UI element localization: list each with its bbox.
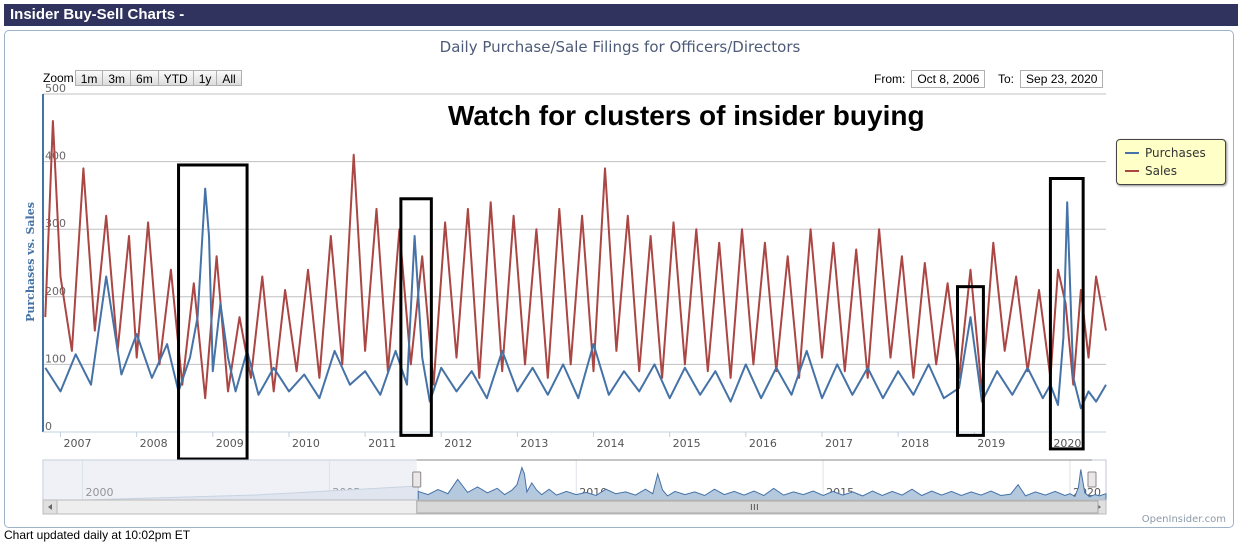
highlight-box xyxy=(956,285,985,437)
legend-item-purchases[interactable]: Purchases xyxy=(1125,146,1206,160)
x-tick-label: 2019 xyxy=(977,437,1005,450)
navigator-mask-left xyxy=(43,460,417,500)
highlight-box xyxy=(1048,177,1085,451)
y-tick-label: 300 xyxy=(45,217,66,230)
x-tick-label: 2008 xyxy=(140,437,168,450)
x-ticks: 2007 2008 2009 2010 2011 2012 2013 2014 2015 2016… xyxy=(60,432,1081,450)
range-from: From: Oct 8, 2006 xyxy=(874,70,986,88)
y-axis-label: Purchases vs. Sales xyxy=(24,202,37,322)
highlight-box xyxy=(399,197,433,437)
highlight-boxes xyxy=(177,163,1085,461)
x-tick-label: 2013 xyxy=(520,437,548,450)
y-tick-label: 500 xyxy=(45,82,66,95)
zoom-ytd-button[interactable]: YTD xyxy=(157,70,194,86)
range-to-label: To: xyxy=(998,72,1015,86)
page-header-title: Insider Buy-Sell Charts - xyxy=(10,6,185,23)
x-tick-label: 2012 xyxy=(444,437,472,450)
zoom-controls: Zoom 1m 3m 6m YTD 1y All xyxy=(43,70,242,86)
credit-link[interactable]: OpenInsider.com xyxy=(1141,514,1226,525)
navigator: 20002005201020152020 xyxy=(42,459,1107,515)
navigator-handle-left[interactable] xyxy=(412,471,422,488)
chart-title: Daily Purchase/Sale Filings for Officers… xyxy=(439,38,801,56)
range-to-input[interactable]: Sep 23, 2020 xyxy=(1020,70,1104,88)
x-tick-label: 2016 xyxy=(749,437,777,450)
x-tick-label: 2020 xyxy=(1053,437,1081,450)
range-from-input[interactable]: Oct 8, 2006 xyxy=(911,70,986,88)
arrow-left-icon xyxy=(48,504,52,510)
legend-label-sales: Sales xyxy=(1145,164,1177,178)
legend-swatch-sales xyxy=(1125,170,1139,172)
x-tick-label: 2010 xyxy=(292,437,320,450)
chart-panel xyxy=(4,30,1234,528)
x-tick-label: 2014 xyxy=(597,437,625,450)
x-tick-label: 2007 xyxy=(64,437,92,450)
y-tick-label: 100 xyxy=(45,352,66,365)
legend: Purchases Sales xyxy=(1116,139,1226,185)
x-tick-label: 2009 xyxy=(216,437,244,450)
legend-item-sales[interactable]: Sales xyxy=(1125,164,1177,178)
zoom-all-button[interactable]: All xyxy=(216,70,242,86)
range-to: To: Sep 23, 2020 xyxy=(998,70,1104,88)
series-group xyxy=(44,120,1107,410)
y-tick-label: 200 xyxy=(45,285,66,298)
navigator-area xyxy=(417,466,1107,501)
legend-swatch-purchases xyxy=(1125,152,1139,154)
zoom-6m-button[interactable]: 6m xyxy=(130,70,159,86)
series-line-sales xyxy=(44,120,1107,400)
x-tick-label: 2011 xyxy=(368,437,396,450)
legend-label-purchases: Purchases xyxy=(1145,146,1206,160)
annotation-text: Watch for clusters of insider buying xyxy=(448,100,925,131)
y-tick-label: 0 xyxy=(45,420,52,433)
zoom-label: Zoom xyxy=(43,71,74,85)
grid xyxy=(42,93,1106,433)
footer-note: Chart updated daily at 10:02pm ET xyxy=(4,528,191,542)
x-tick-label: 2017 xyxy=(825,437,853,450)
x-tick-label: 2015 xyxy=(673,437,701,450)
page-header: Insider Buy-Sell Charts - xyxy=(4,4,1238,26)
highlight-box xyxy=(177,163,249,461)
navigator-handle-right[interactable] xyxy=(1087,471,1097,488)
x-tick-label: 2018 xyxy=(901,437,929,450)
navigator-label: 2000 xyxy=(85,486,113,499)
range-from-label: From: xyxy=(874,72,906,86)
